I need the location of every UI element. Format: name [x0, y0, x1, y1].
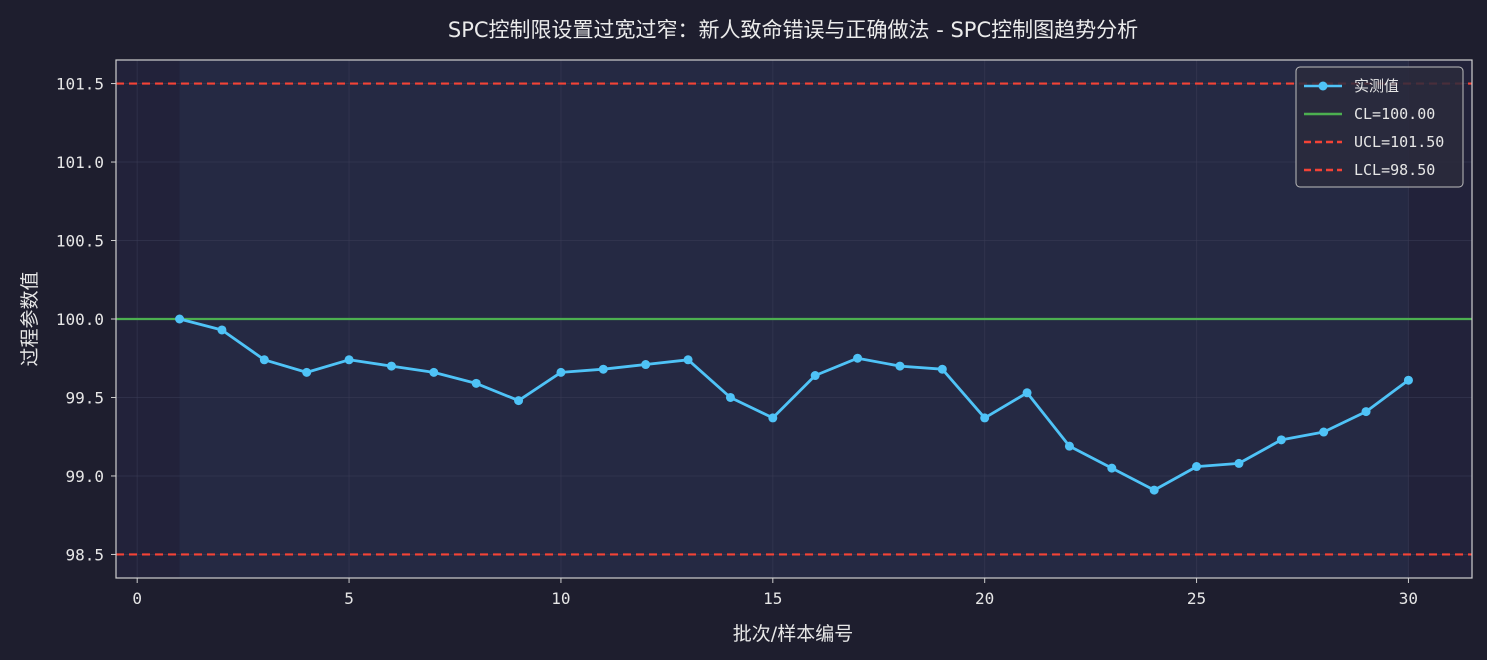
- y-axis-label: 过程参数值: [19, 271, 41, 366]
- data-point: [895, 361, 905, 371]
- data-point: [1064, 441, 1074, 451]
- y-tick-label: 99.5: [65, 388, 104, 407]
- data-point: [1319, 427, 1329, 437]
- y-tick-label: 100.0: [56, 310, 104, 329]
- data-point: [386, 361, 396, 371]
- data-point: [556, 367, 566, 377]
- data-point: [768, 413, 778, 423]
- series-line: [179, 317, 1410, 492]
- x-tick-label: 5: [344, 589, 354, 608]
- legend-label: LCL=98.50: [1354, 161, 1435, 179]
- data-point: [344, 355, 354, 365]
- data-point: [725, 392, 735, 402]
- data-point: [980, 413, 990, 423]
- data-point: [1276, 435, 1286, 445]
- data-point: [259, 355, 269, 365]
- data-point: [1234, 458, 1244, 468]
- y-tick-label: 101.0: [56, 153, 104, 172]
- data-point: [1403, 375, 1413, 385]
- data-point: [1022, 388, 1032, 398]
- data-point: [217, 325, 227, 335]
- legend-marker: [1318, 81, 1328, 91]
- legend-box: [1295, 66, 1464, 188]
- x-axis-label: 批次/样本编号: [733, 623, 853, 645]
- data-point: [175, 314, 185, 324]
- data-point: [641, 360, 651, 370]
- data-point: [1361, 407, 1371, 417]
- x-tick-label: 0: [132, 589, 142, 608]
- x-tick-label: 30: [1399, 589, 1418, 608]
- data-point: [302, 367, 312, 377]
- y-tick-label: 101.5: [56, 75, 104, 94]
- data-point: [471, 378, 481, 388]
- x-tick-label: 15: [763, 589, 782, 608]
- legend-label: UCL=101.50: [1354, 133, 1444, 151]
- data-point: [937, 364, 947, 374]
- legend-label: 实测值: [1354, 77, 1399, 95]
- legend-label: CL=100.00: [1354, 105, 1435, 123]
- data-point: [683, 355, 693, 365]
- chart-title: SPC控制限设置过宽过窄：新人致命错误与正确做法 - SPC控制图趋势分析: [448, 18, 1138, 42]
- data-point: [1149, 485, 1159, 495]
- y-tick-label: 99.0: [65, 467, 104, 486]
- data-point: [429, 367, 439, 377]
- data-point: [810, 371, 820, 381]
- data-point: [1192, 462, 1202, 472]
- x-tick-label: 10: [551, 589, 570, 608]
- data-point: [514, 396, 524, 406]
- data-point: [598, 364, 608, 374]
- x-tick-label: 20: [975, 589, 994, 608]
- y-tick-label: 100.5: [56, 232, 104, 251]
- data-point: [853, 353, 863, 363]
- legend: 实测值 CL=100.00 UCL=101.50 LCL=98.50: [1295, 66, 1464, 188]
- data-point: [1107, 463, 1117, 473]
- x-tick-label: 25: [1187, 589, 1206, 608]
- y-tick-label: 98.5: [65, 545, 104, 564]
